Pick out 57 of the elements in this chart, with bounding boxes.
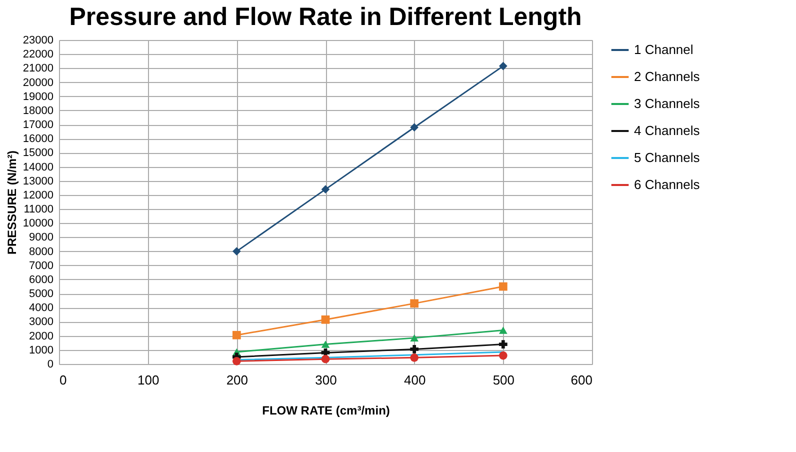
point (321, 354, 330, 364)
y-tick-label: 6000 (29, 274, 54, 286)
y-tick-label: 7000 (29, 260, 54, 272)
y-tick-label: 14000 (22, 161, 54, 174)
point (321, 315, 330, 324)
y-tick-label: 2000 (29, 330, 54, 342)
point (498, 282, 508, 291)
x-axis-title: FLOW RATE (cm³/min) (262, 404, 390, 418)
legend-label: 4 Channels (634, 123, 700, 138)
point (410, 299, 419, 308)
y-tick-label: 0 (47, 358, 54, 370)
y-tick-label: 11000 (24, 204, 54, 216)
y-tick-label: 16000 (22, 133, 54, 146)
legend-label: 5 Channels (634, 150, 700, 165)
point (498, 351, 508, 360)
y-tick-label: 22000 (22, 48, 54, 61)
y-tick-label: 18000 (22, 104, 54, 117)
legend-label: 3 Channels (634, 96, 700, 111)
x-tick-label: 200 (226, 372, 248, 388)
point (232, 357, 241, 366)
y-axis-title: PRESSURE (N/m²) (4, 150, 19, 255)
y-tick-label: 13000 (22, 175, 54, 188)
y-tick-label: 21000 (22, 62, 54, 75)
x-tick-label: 400 (404, 372, 426, 388)
x-tick-label: 600 (570, 372, 592, 388)
point (410, 345, 419, 354)
point (498, 340, 508, 348)
y-tick-label: 9000 (29, 232, 54, 244)
y-tick-label: 1000 (29, 344, 54, 356)
x-tick-label: 500 (492, 372, 515, 388)
point (410, 353, 419, 362)
point (410, 334, 419, 342)
y-tick-label: 23000 (22, 34, 54, 46)
y-tick-label: 19000 (22, 90, 54, 103)
chart-title: Pressure and Flow Rate in Different Length (69, 3, 582, 31)
y-tick-label: 5000 (29, 288, 54, 300)
point (498, 62, 508, 70)
y-tick-label: 4000 (29, 302, 54, 314)
point (321, 185, 330, 194)
y-tick-label: 12000 (22, 189, 54, 202)
point (232, 330, 241, 340)
point (410, 123, 419, 132)
y-tick-label: 8000 (29, 246, 54, 258)
x-tick-label: 100 (137, 372, 160, 388)
point (232, 247, 241, 256)
legend-label: 6 Channels (634, 177, 700, 192)
point (498, 326, 508, 334)
y-tick-label: 3000 (29, 316, 54, 328)
y-tick-label: 20000 (22, 76, 54, 89)
x-tick-label: 300 (315, 372, 337, 388)
x-tick-label: 0 (60, 372, 67, 388)
legend-label: 2 Channels (634, 69, 700, 84)
legend-label: 1 Channel (634, 42, 694, 57)
y-tick-label: 15000 (22, 147, 54, 160)
point (321, 340, 330, 348)
y-tick-label: 17000 (22, 119, 54, 132)
y-tick-label: 10000 (22, 218, 54, 230)
